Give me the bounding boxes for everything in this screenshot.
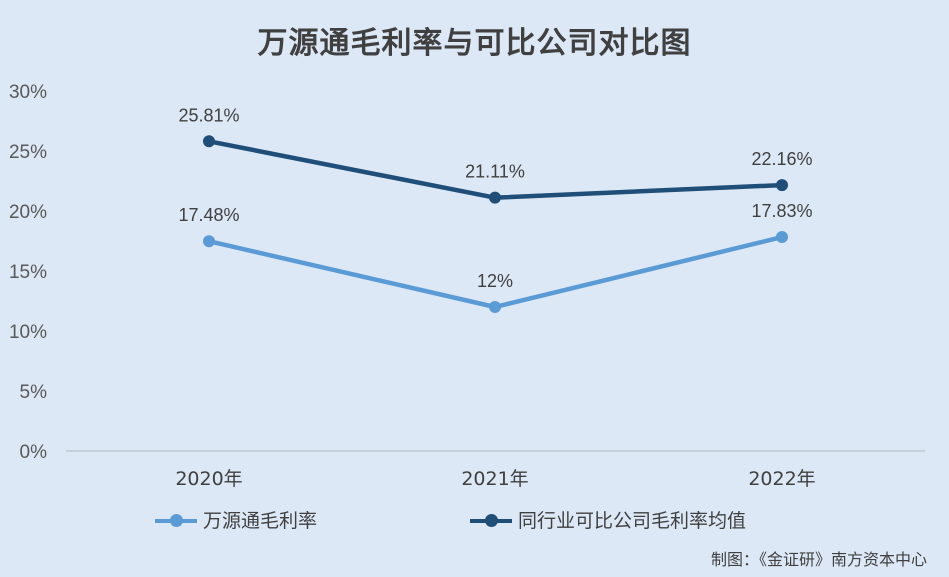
chart-title: 万源通毛利率与可比公司对比图 bbox=[257, 26, 692, 61]
x-tick-label: 2021年 bbox=[461, 468, 528, 490]
x-tick-label: 2020年 bbox=[175, 468, 242, 490]
data-point-series-2 bbox=[489, 191, 501, 204]
source-note: 制图：《金证研》南方资本中心 bbox=[710, 550, 927, 569]
legend-item-series-1: 万源通毛利率 bbox=[155, 506, 317, 533]
data-label-series-1: 17.83% bbox=[751, 201, 812, 221]
legend: 万源通毛利率 同行业可比公司毛利率均值 bbox=[0, 506, 949, 536]
y-tick-label: 0% bbox=[20, 442, 48, 463]
data-label-series-2: 22.16% bbox=[751, 149, 812, 169]
y-tick-label: 15% bbox=[9, 262, 47, 283]
legend-item-series-2: 同行业可比公司毛利率均值 bbox=[470, 506, 746, 533]
y-tick-label: 20% bbox=[9, 202, 47, 223]
data-point-series-2 bbox=[203, 135, 215, 148]
data-label-series-2: 21.11% bbox=[465, 162, 525, 182]
data-label-series-1: 12% bbox=[477, 271, 513, 291]
legend-label-series-2: 同行业可比公司毛利率均值 bbox=[518, 510, 747, 532]
legend-swatch-series-1 bbox=[155, 510, 197, 530]
data-label-series-2: 25.81% bbox=[178, 105, 239, 125]
y-tick-label: 5% bbox=[20, 382, 48, 403]
data-point-series-1 bbox=[489, 301, 501, 313]
y-tick-label: 10% bbox=[9, 322, 47, 343]
data-label-series-1: 17.48% bbox=[178, 205, 239, 225]
y-tick-label: 30% bbox=[9, 82, 47, 103]
legend-swatch-series-2 bbox=[470, 510, 512, 530]
x-tick-label: 2022年 bbox=[748, 468, 815, 490]
data-point-series-2 bbox=[776, 179, 788, 192]
legend-label-series-1: 万源通毛利率 bbox=[203, 510, 318, 532]
data-point-series-1 bbox=[776, 231, 788, 244]
y-tick-label: 25% bbox=[9, 142, 47, 163]
data-point-series-1 bbox=[203, 235, 215, 248]
